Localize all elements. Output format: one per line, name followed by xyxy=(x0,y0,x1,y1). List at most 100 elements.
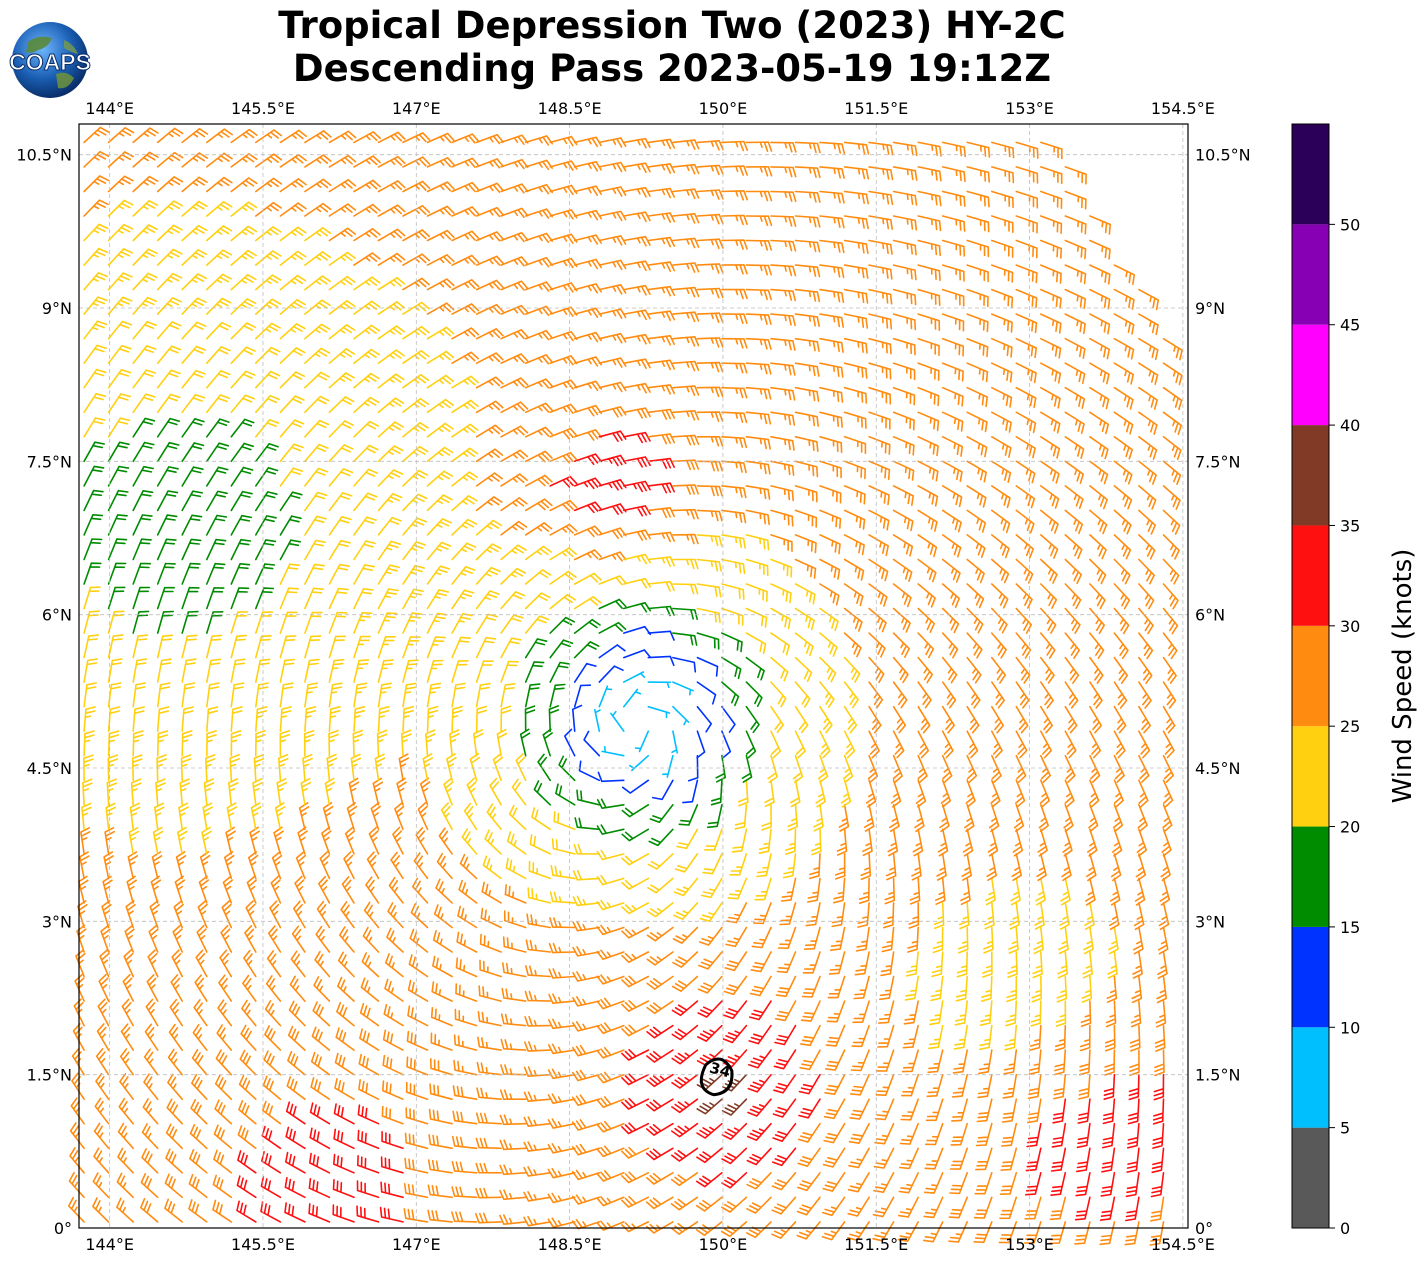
wind-barb xyxy=(156,272,183,291)
wind-barb xyxy=(598,381,627,393)
wind-barb xyxy=(775,975,797,998)
wind-barb xyxy=(1037,828,1048,857)
wind-barb xyxy=(672,508,699,520)
wind-barb xyxy=(770,558,793,578)
wind-barb xyxy=(549,306,578,317)
wind-barb xyxy=(1088,804,1099,833)
wind-barb xyxy=(933,902,945,930)
wind-barb xyxy=(255,730,266,757)
wind-barb xyxy=(377,659,394,683)
wind-barb xyxy=(1015,730,1028,759)
wind-barb xyxy=(328,635,347,659)
wind-barb xyxy=(902,1024,919,1049)
wind-barb xyxy=(547,1043,576,1055)
wind-barb xyxy=(451,447,479,463)
wind-barb xyxy=(425,729,436,757)
wind-barb xyxy=(797,1147,821,1167)
lat-tick-labels: 0° 0°1.5°N 1.5°N3°N 3°N4.5°N 4.5°N6°N 6°N7.5°… xyxy=(16,146,1250,1238)
wind-barb xyxy=(426,229,455,242)
wind-barb xyxy=(991,166,1015,184)
wind-barb xyxy=(596,974,625,985)
wind-barb xyxy=(1008,926,1019,954)
wind-barb xyxy=(438,827,453,855)
wind-barb xyxy=(242,974,257,1002)
wind-barb xyxy=(333,1103,355,1125)
wind-barb xyxy=(868,632,886,658)
wind-barb xyxy=(477,1036,502,1051)
wind-barb xyxy=(361,952,380,978)
wind-barb xyxy=(319,851,331,880)
wind-barb xyxy=(598,259,627,271)
wind-barb xyxy=(573,331,602,343)
wind-barb xyxy=(524,615,550,634)
wind-barb xyxy=(721,140,749,152)
wind-barb xyxy=(843,632,862,658)
wind-barb xyxy=(798,1098,821,1119)
wind-barb xyxy=(696,1147,723,1164)
wind-barb xyxy=(213,1149,233,1174)
wind-barb xyxy=(751,926,772,949)
wind-barb xyxy=(549,257,578,269)
wind-barb xyxy=(69,1147,85,1174)
wind-barb xyxy=(822,1147,846,1168)
wind-barb xyxy=(1101,1147,1116,1173)
lon-tick-label: 154.5°E xyxy=(1151,1235,1215,1254)
wind-barb xyxy=(868,141,894,156)
wind-barb xyxy=(954,1000,968,1026)
wind-barb xyxy=(255,370,281,389)
wind-barb xyxy=(819,264,845,279)
wind-barb xyxy=(156,610,174,634)
wind-barb xyxy=(813,804,824,832)
wind-barb xyxy=(594,708,601,732)
wind-barb xyxy=(384,978,404,1002)
wind-barb xyxy=(892,239,917,256)
wind-barb xyxy=(132,296,158,315)
wind-barb xyxy=(406,1030,429,1051)
wind-barb xyxy=(550,865,576,880)
wind-barb xyxy=(156,754,167,782)
wind-barb xyxy=(966,754,978,783)
wind-barb xyxy=(377,612,398,634)
wind-barb xyxy=(966,583,985,609)
wind-barb xyxy=(598,210,627,222)
wind-barb xyxy=(455,983,478,1002)
wind-barb xyxy=(206,394,231,414)
wind-barb xyxy=(475,448,504,463)
wind-barb xyxy=(819,190,845,204)
wind-barb xyxy=(596,1071,625,1084)
wind-barb xyxy=(451,423,479,438)
wind-barb xyxy=(973,1196,993,1219)
wind-barb xyxy=(598,284,627,295)
wind-barb xyxy=(382,1029,404,1051)
wind-barb xyxy=(991,411,1012,433)
wind-barb xyxy=(1015,436,1036,459)
wind-barb xyxy=(426,278,455,291)
wind-barb xyxy=(237,1150,257,1174)
wind-barb xyxy=(623,284,651,296)
wind-barb xyxy=(1136,828,1147,857)
wind-barb xyxy=(284,1202,306,1223)
wind-barb xyxy=(475,566,501,585)
wind-barb xyxy=(1015,362,1037,384)
wind-barb xyxy=(1023,1221,1042,1244)
wind-barb xyxy=(596,1022,625,1035)
wind-barb xyxy=(339,926,355,953)
wind-barb xyxy=(815,779,826,808)
wind-barb xyxy=(524,990,551,1002)
wind-barb xyxy=(500,425,529,438)
wind-barb xyxy=(549,917,576,929)
wind-barb xyxy=(156,441,180,463)
wind-barb xyxy=(573,234,602,245)
wind-barb xyxy=(549,451,578,464)
wind-barb xyxy=(83,658,98,683)
wind-barb xyxy=(156,417,180,438)
wind-barb xyxy=(156,127,184,144)
wind-barb xyxy=(966,141,991,158)
wind-barb xyxy=(1064,313,1086,335)
wind-barb xyxy=(868,509,890,531)
wind-barb xyxy=(403,1183,429,1199)
wind-barb xyxy=(374,753,386,782)
wind-barb xyxy=(1015,705,1029,734)
wind-barb xyxy=(843,705,858,734)
wind-barb xyxy=(1015,215,1038,234)
